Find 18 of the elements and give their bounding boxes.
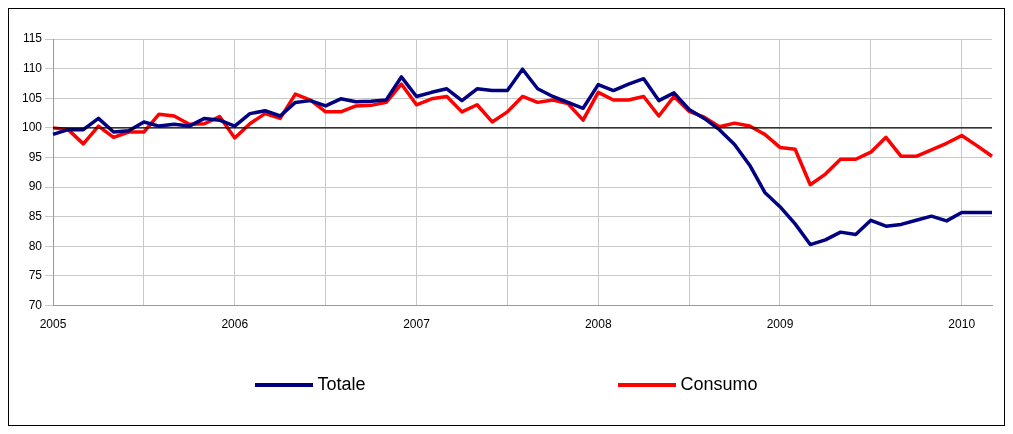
x-tick-label: 2005 bbox=[39, 317, 67, 332]
y-tick-label: 105 bbox=[21, 90, 43, 105]
y-tick-label: 95 bbox=[28, 149, 43, 164]
x-tick-label: 2009 bbox=[766, 317, 794, 332]
y-tick-label: 100 bbox=[21, 120, 43, 135]
legend-label: Consumo bbox=[680, 374, 758, 395]
y-tick-label: 85 bbox=[28, 209, 43, 224]
y-tick-label: 70 bbox=[28, 297, 43, 312]
legend-label: Totale bbox=[317, 374, 366, 395]
y-tick-label: 115 bbox=[22, 31, 43, 46]
y-tick-label: 90 bbox=[28, 179, 43, 194]
x-tick-label: 2010 bbox=[948, 317, 976, 332]
y-tick-label: 110 bbox=[22, 60, 43, 75]
y-tick-label: 75 bbox=[28, 268, 43, 283]
y-tick-label: 80 bbox=[28, 238, 43, 253]
x-tick-label: 2008 bbox=[584, 317, 612, 332]
x-tick-label: 2007 bbox=[403, 317, 431, 332]
x-tick-label: 2006 bbox=[221, 317, 249, 332]
